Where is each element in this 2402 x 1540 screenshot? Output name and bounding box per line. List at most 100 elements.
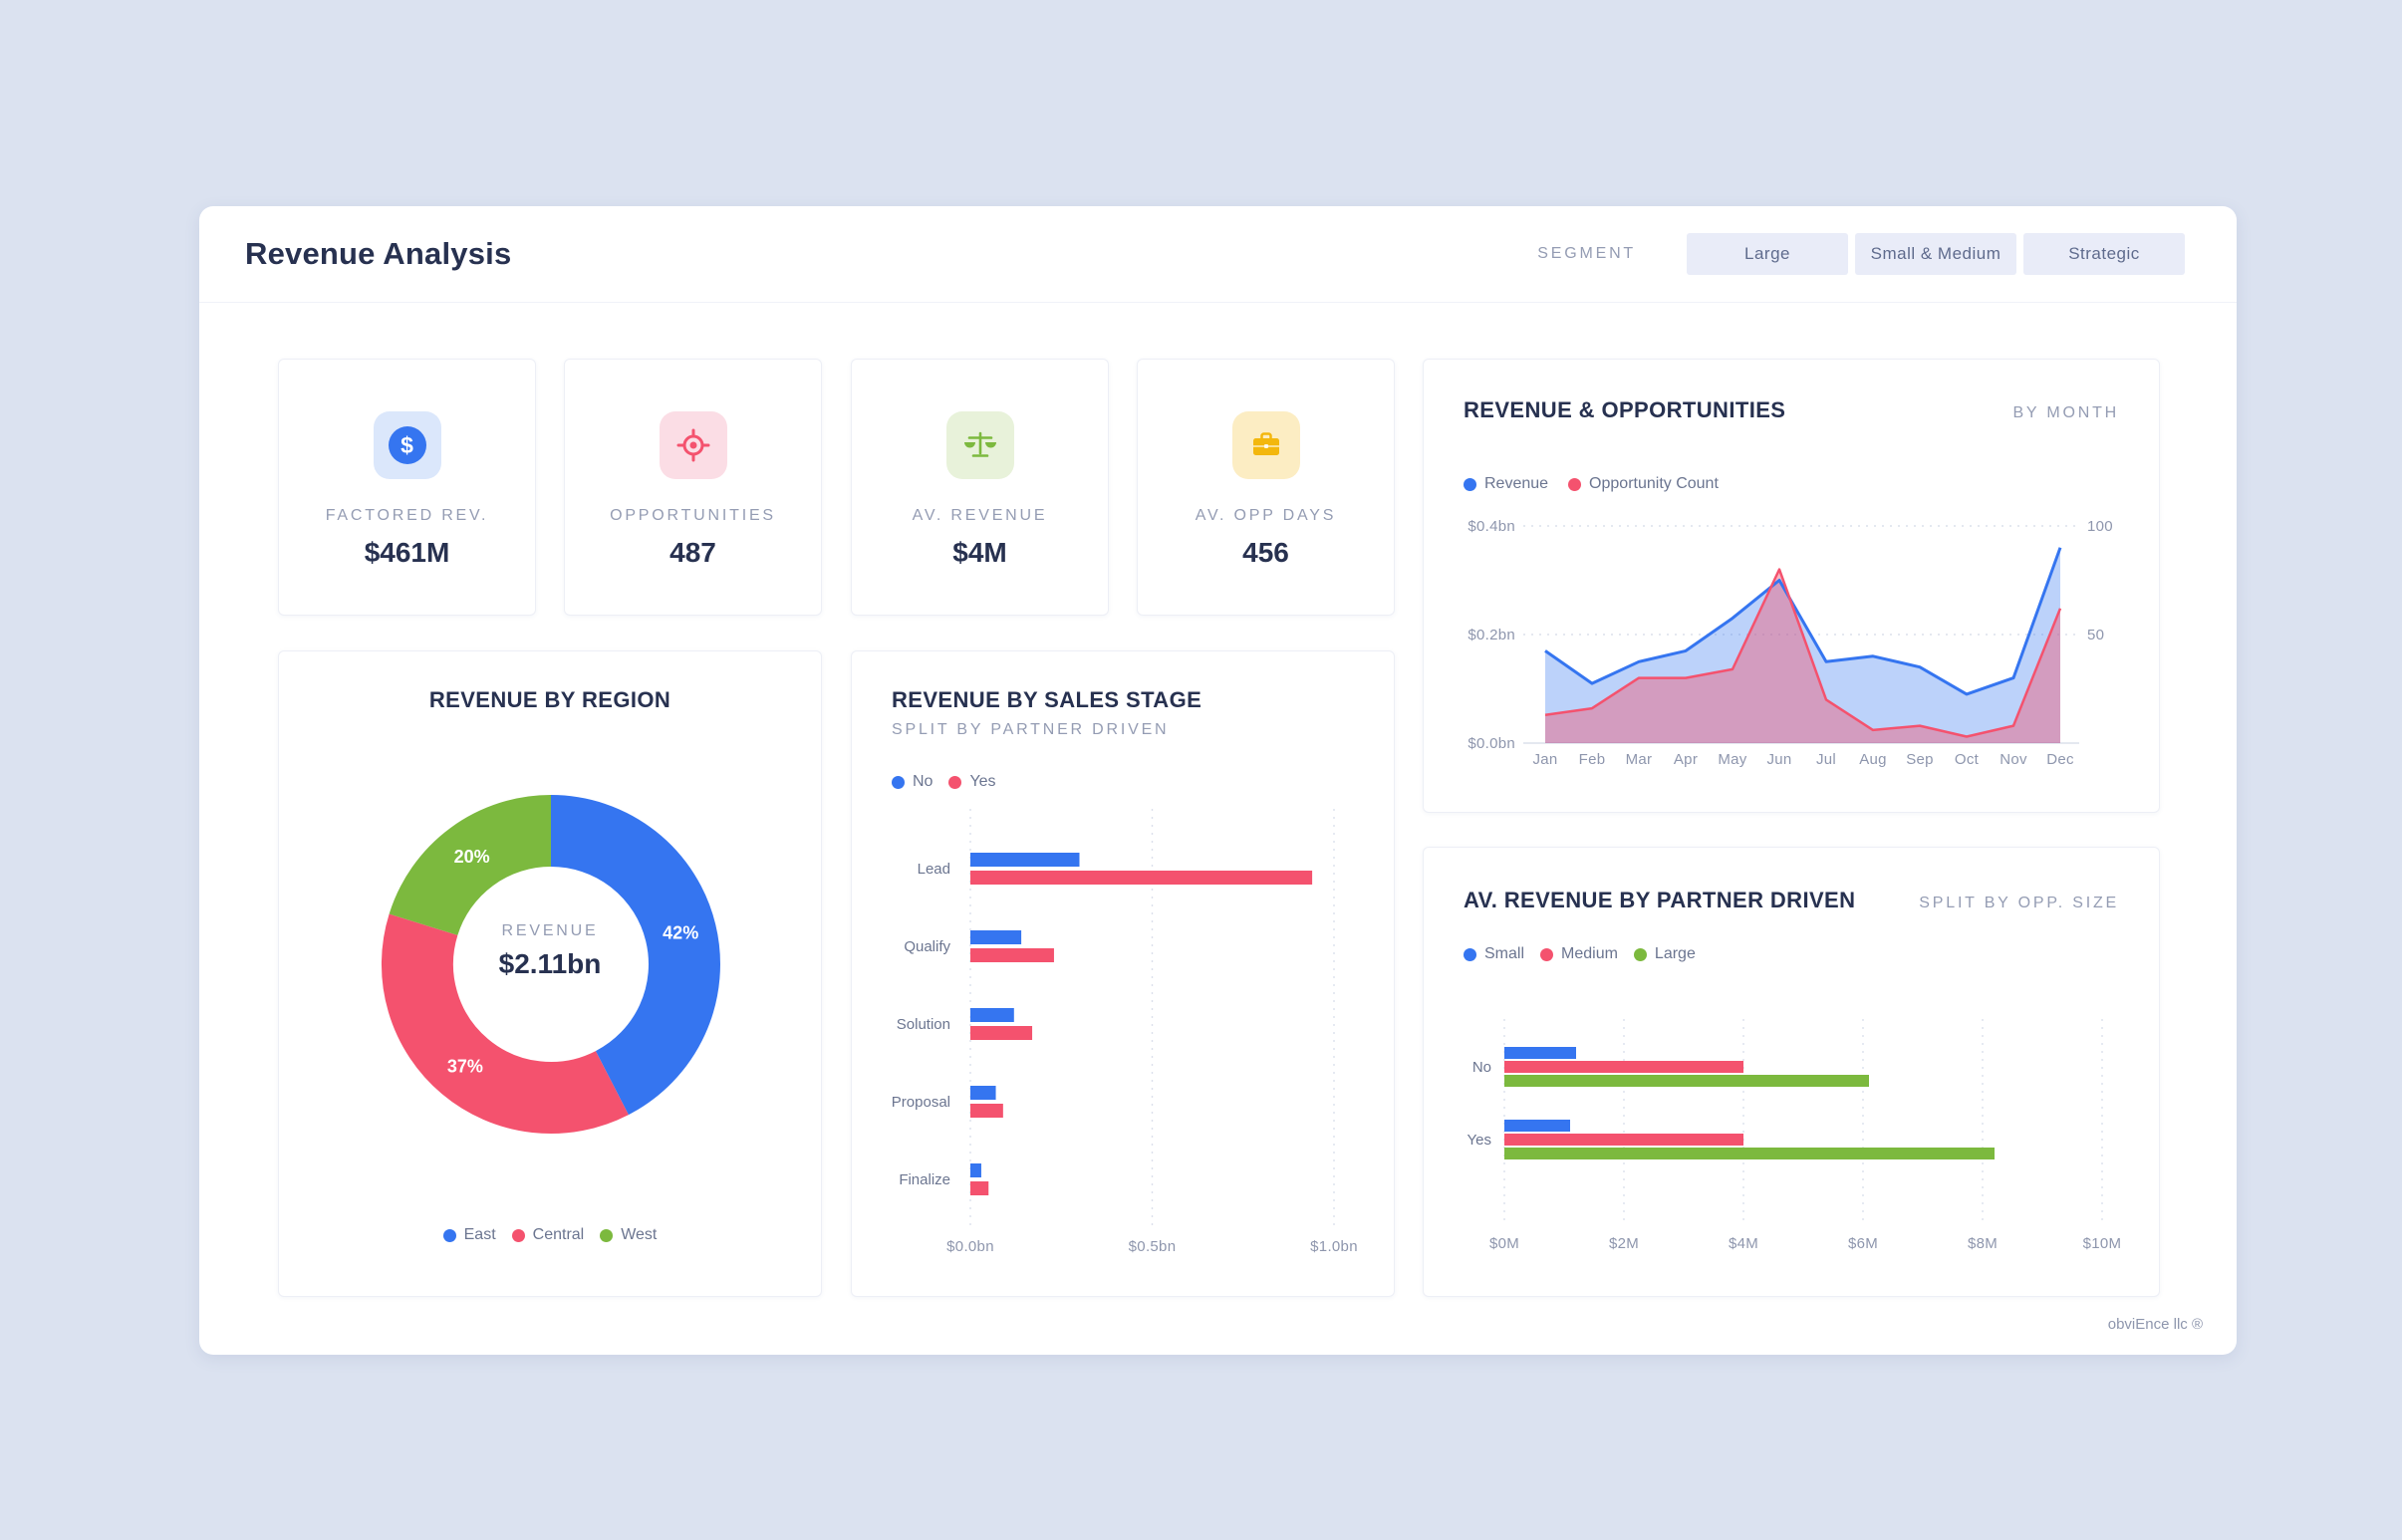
svg-text:May: May (1718, 751, 1746, 768)
revenue-by-region-title: REVENUE BY REGION (428, 687, 671, 712)
legend-item-small[interactable]: Small (1464, 945, 1524, 963)
segment-option-strategic[interactable]: Strategic (2023, 233, 2185, 275)
kpi-label-opportunities: OPPORTUNITIES (610, 507, 776, 524)
svg-text:$4M: $4M (1729, 1235, 1758, 1252)
revenue-by-sales-stage-title: REVENUE BY SALES STAGE (892, 687, 1202, 712)
svg-text:37%: 37% (447, 1057, 483, 1077)
svg-text:$0.0bn: $0.0bn (1468, 735, 1515, 752)
dollar-icon: $ (373, 411, 441, 479)
legend-item-central[interactable]: Central (511, 1226, 585, 1244)
svg-text:Aug: Aug (1859, 751, 1887, 768)
legend-label-large: Large (1654, 945, 1696, 962)
svg-text:No: No (1472, 1059, 1491, 1076)
revenue-by-sales-stage-card: REVENUE BY SALES STAGE SPLIT BY PARTNER … (851, 650, 1395, 1297)
legend-dot-medium (1540, 947, 1554, 961)
svg-text:$0.5bn: $0.5bn (1129, 1238, 1177, 1255)
svg-text:Sep: Sep (1906, 751, 1934, 768)
legend-item-opportunity-count[interactable]: Opportunity Count (1568, 475, 1719, 493)
dollar-coin: $ (388, 426, 426, 464)
svg-text:Nov: Nov (2000, 751, 2027, 768)
svg-text:Finalize: Finalize (899, 1171, 950, 1188)
target-icon (659, 411, 727, 479)
av-revenue-partner-subtitle: SPLIT BY OPP. SIZE (1919, 895, 2119, 911)
kpi-value-av-revenue: $4M (952, 537, 1007, 568)
legend-label-east: East (463, 1226, 496, 1243)
legend-label-no: No (913, 773, 934, 790)
segment-option-small-medium[interactable]: Small & Medium (1855, 233, 2016, 275)
revenue-opportunities-legend: Revenue Opportunity Count (1464, 475, 1719, 493)
legend-item-revenue[interactable]: Revenue (1464, 475, 1548, 493)
svg-text:$0.0bn: $0.0bn (946, 1238, 994, 1255)
legend-dot-yes (948, 775, 962, 789)
svg-text:$0M: $0M (1489, 1235, 1519, 1252)
page-title: Revenue Analysis (245, 236, 512, 271)
kpi-card-opportunities: OPPORTUNITIES 487 (564, 359, 822, 616)
legend-dot-revenue (1464, 477, 1476, 491)
svg-text:Yes: Yes (1468, 1132, 1491, 1149)
donut-center-label: REVENUE (501, 922, 599, 939)
kpi-value-opportunities: 487 (669, 537, 716, 568)
revenue-opportunities-card: REVENUE & OPPORTUNITIES BY MONTH Revenue… (1423, 359, 2160, 813)
av-revenue-partner-title: AV. REVENUE BY PARTNER DRIVEN (1464, 888, 1856, 912)
legend-dot-central (511, 1228, 525, 1242)
svg-text:Jan: Jan (1532, 751, 1557, 768)
revenue-opportunities-title: REVENUE & OPPORTUNITIES (1464, 397, 1786, 422)
legend-item-west[interactable]: West (600, 1226, 657, 1244)
revenue-by-sales-stage-plot: $0.0bn $0.5bn $1.0bn Lead Qualify Solution Pro… (892, 809, 1358, 1255)
kpi-label-av-opp-days: AV. OPP DAYS (1195, 507, 1337, 524)
donut-center-value: $2.11bn (498, 948, 602, 979)
legend-item-east[interactable]: East (442, 1226, 496, 1244)
legend-label-small: Small (1484, 945, 1525, 962)
legend-dot-opportunity-count (1568, 477, 1582, 491)
svg-text:Feb: Feb (1579, 751, 1606, 768)
svg-text:50: 50 (2087, 627, 2104, 643)
briefcase-icon (1231, 411, 1300, 479)
svg-text:20%: 20% (454, 847, 490, 867)
segment-control: SEGMENT Large Small & Medium Strategic (1537, 233, 2185, 275)
svg-text:$8M: $8M (1968, 1235, 1998, 1252)
legend-dot-east (442, 1228, 456, 1242)
revenue-by-sales-stage-subtitle: SPLIT BY PARTNER DRIVEN (892, 721, 1170, 738)
legend-label-opportunity-count: Opportunity Count (1589, 475, 1719, 492)
segment-label: SEGMENT (1537, 245, 1636, 262)
scales-icon (945, 411, 1014, 479)
svg-text:$0.4bn: $0.4bn (1468, 518, 1515, 535)
kpi-label-factored-revenue: FACTORED REV. (325, 507, 489, 524)
svg-text:Oct: Oct (1955, 751, 1980, 768)
legend-item-no[interactable]: No (892, 773, 933, 791)
svg-text:Dec: Dec (2046, 751, 2074, 768)
legend-label-medium: Medium (1561, 945, 1618, 962)
svg-text:Qualify: Qualify (904, 938, 950, 955)
kpi-value-av-opp-days: 456 (1242, 537, 1289, 568)
revenue-by-sales-stage-legend: No Yes (892, 773, 996, 791)
legend-label-revenue: Revenue (1484, 475, 1549, 492)
svg-text:Mar: Mar (1626, 751, 1653, 768)
av-revenue-partner-header: AV. REVENUE BY PARTNER DRIVEN SPLIT BY O… (1464, 888, 2119, 913)
legend-item-medium[interactable]: Medium (1540, 945, 1618, 963)
panel-header: Revenue Analysis SEGMENT Large Small & M… (199, 206, 2237, 303)
revenue-by-region-legend: East Central West (279, 1226, 821, 1244)
svg-text:100: 100 (2087, 518, 2113, 535)
revenue-opportunities-header: REVENUE & OPPORTUNITIES BY MONTH (1464, 397, 2119, 423)
svg-text:Proposal: Proposal (892, 1094, 950, 1111)
kpi-value-factored-revenue: $461M (364, 537, 450, 568)
kpi-label-av-revenue: AV. REVENUE (912, 507, 1048, 524)
revenue-analysis-panel: Revenue Analysis SEGMENT Large Small & M… (199, 206, 2237, 1355)
av-revenue-partner-card: AV. REVENUE BY PARTNER DRIVEN SPLIT BY O… (1423, 847, 2160, 1297)
donut-center: REVENUE $2.11bn (279, 922, 821, 980)
legend-item-yes[interactable]: Yes (948, 773, 996, 791)
svg-text:Lead: Lead (918, 861, 950, 878)
kpi-card-av-opp-days: AV. OPP DAYS 456 (1137, 359, 1395, 616)
legend-label-yes: Yes (969, 773, 996, 790)
av-revenue-partner-plot: $0M $2M $4M $6M $8M $10M No Yes (1468, 1019, 2121, 1252)
revenue-opportunities-subtitle: BY MONTH (2012, 404, 2119, 421)
segment-option-large[interactable]: Large (1687, 233, 1848, 275)
svg-text:Apr: Apr (1674, 751, 1698, 768)
svg-text:$6M: $6M (1848, 1235, 1878, 1252)
av-revenue-partner-legend: Small Medium Large (1464, 945, 1696, 963)
legend-item-large[interactable]: Large (1633, 945, 1696, 963)
legend-label-central: Central (532, 1226, 585, 1243)
legend-dot-small (1464, 947, 1476, 961)
svg-text:Solution: Solution (897, 1016, 950, 1033)
